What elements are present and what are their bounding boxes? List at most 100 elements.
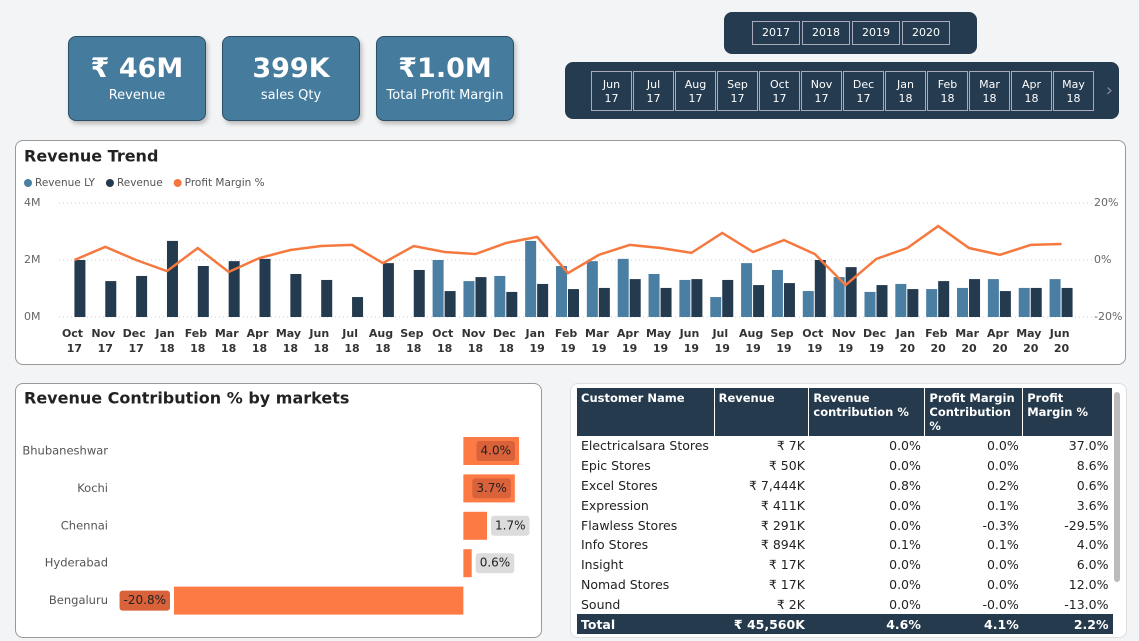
table-cell: Excel Stores [581,477,658,493]
kpi-card: 399K sales Qty [222,36,360,121]
table-cell: ₹ 50K [768,458,805,474]
column-header[interactable]: Revenue contribution % [808,388,926,436]
year-button[interactable]: 2018 [802,21,850,45]
bar [1018,287,1030,317]
y-tick-label: 4M [24,196,41,209]
bar [463,281,475,317]
table-cell: ₹ 7K [776,438,805,454]
x-tick-label: May 20 [1016,327,1045,355]
bar [771,269,783,317]
bar [999,291,1011,317]
table-cell: Expression [581,497,649,513]
markets-panel: Revenue Contribution % by markets Bhuban… [15,383,542,638]
legend-marker [105,179,114,187]
legend-marker [24,179,32,187]
bar [741,263,753,317]
month-button[interactable]: Sep 17 [717,70,758,111]
kpi-value: ₹ 46M [90,53,184,84]
table-cell: 0.1% [986,497,1019,513]
bar [864,291,876,317]
x-tick-label: May 19 [646,327,675,355]
kpi-value: 399K [252,53,330,84]
column-header[interactable]: Revenue [714,388,810,436]
bar [259,258,271,317]
x-tick-label: Feb 20 [925,327,951,355]
month-button[interactable]: Feb 18 [927,70,968,111]
legend-label: Profit Margin % [185,177,265,189]
month-button[interactable]: Oct 17 [759,70,800,111]
category-label: Chennai [61,518,108,532]
year-button[interactable]: 2020 [902,21,950,45]
bar [660,287,672,317]
table-cell: 0.1% [986,537,1019,553]
bar [444,291,456,317]
table-cell: ₹ 291K [760,517,805,533]
bar [290,273,302,317]
month-button[interactable]: Apr 18 [1011,70,1052,111]
year-button[interactable]: 2017 [752,21,800,45]
month-button[interactable]: Nov 17 [801,70,842,111]
bar [228,261,240,317]
chart-title: Revenue Contribution % by markets [24,389,349,408]
bar [1049,279,1061,317]
legend-label: Revenue [117,177,163,189]
kpi-label: sales Qty [260,88,322,103]
bar [463,511,488,540]
x-tick-label: Feb 19 [555,327,581,355]
bar [845,267,857,317]
bar [556,265,567,317]
bar [722,279,734,317]
column-header[interactable]: Profit Margin Contribution % [924,388,1024,436]
markets-chart: Revenue Contribution % by markets Bhuban… [22,389,530,615]
bar [136,275,148,317]
y2-tick-label: 0% [1094,253,1111,266]
table-cell: 0.2% [986,477,1019,493]
table-cell: 0.8% [889,477,921,493]
month-button[interactable]: Jul 17 [633,70,674,111]
bar [494,275,506,317]
month-button[interactable]: Mar 18 [969,70,1010,111]
column-header[interactable]: Profit Margin % [1022,388,1113,436]
month-slicer: › Jun 17 Jul 17 Aug 17 Sep 17 Oct 17 Nov 17 Dec… [565,62,1119,119]
table-cell: 0.0% [986,557,1019,573]
total-cell: 2.2% [1022,614,1113,634]
bar [710,297,722,317]
total-row: Total ₹ 45,560K 4.6% 4.1% 2.2% [577,614,1113,634]
year-button[interactable]: 2019 [852,21,900,45]
x-tick-label: Oct 17 [62,327,87,355]
table-cell: 0.0% [889,517,921,533]
y-tick-label: 0M [24,310,41,323]
table-row: Sound ₹ 2K 0.0% -0.0% -13.0% [577,594,1113,614]
x-tick-label: Jan 19 [525,327,549,355]
bar [783,283,795,317]
table-row: Nomad Stores ₹ 17K 0.0% 0.0% 12.0% [577,575,1113,595]
kpi-card: ₹1.0M Total Profit Margin [376,36,514,121]
bar [174,586,464,615]
category-label: Bhubaneshwar [22,444,108,458]
x-tick-label: Aug 18 [369,327,397,355]
bar [475,277,487,317]
label-background [472,478,511,499]
month-button[interactable]: Aug 17 [675,70,716,111]
month-button[interactable]: Jan 18 [885,70,926,111]
value-label: 1.7% [495,518,526,532]
table-row: Insight ₹ 17K 0.0% 0.0% 6.0% [577,555,1113,575]
x-tick-label: Jun 20 [1049,327,1074,355]
scroll-arrow[interactable]: › [1105,80,1113,101]
x-tick-label: May 18 [276,327,305,355]
table-cell: 0.0% [986,438,1019,454]
header-row: Customer Name Revenue Revenue contribution… [577,388,1113,436]
table-cell: 0.0% [889,497,921,513]
label-background [476,441,515,461]
month-button[interactable]: Jun 17 [591,70,632,111]
scrollbar[interactable] [1114,392,1120,582]
x-tick-label: Oct 19 [802,327,827,355]
bar [598,287,610,317]
table-cell: Epic Stores [581,458,651,474]
label-background [119,590,170,611]
month-button[interactable]: May 18 [1053,70,1094,111]
table-cell: Insight [581,557,624,573]
table-row: Expression ₹ 411K 0.0% 0.1% 3.6% [577,495,1113,515]
column-header[interactable]: Customer Name [577,388,715,436]
month-button[interactable]: Dec 17 [843,70,884,111]
